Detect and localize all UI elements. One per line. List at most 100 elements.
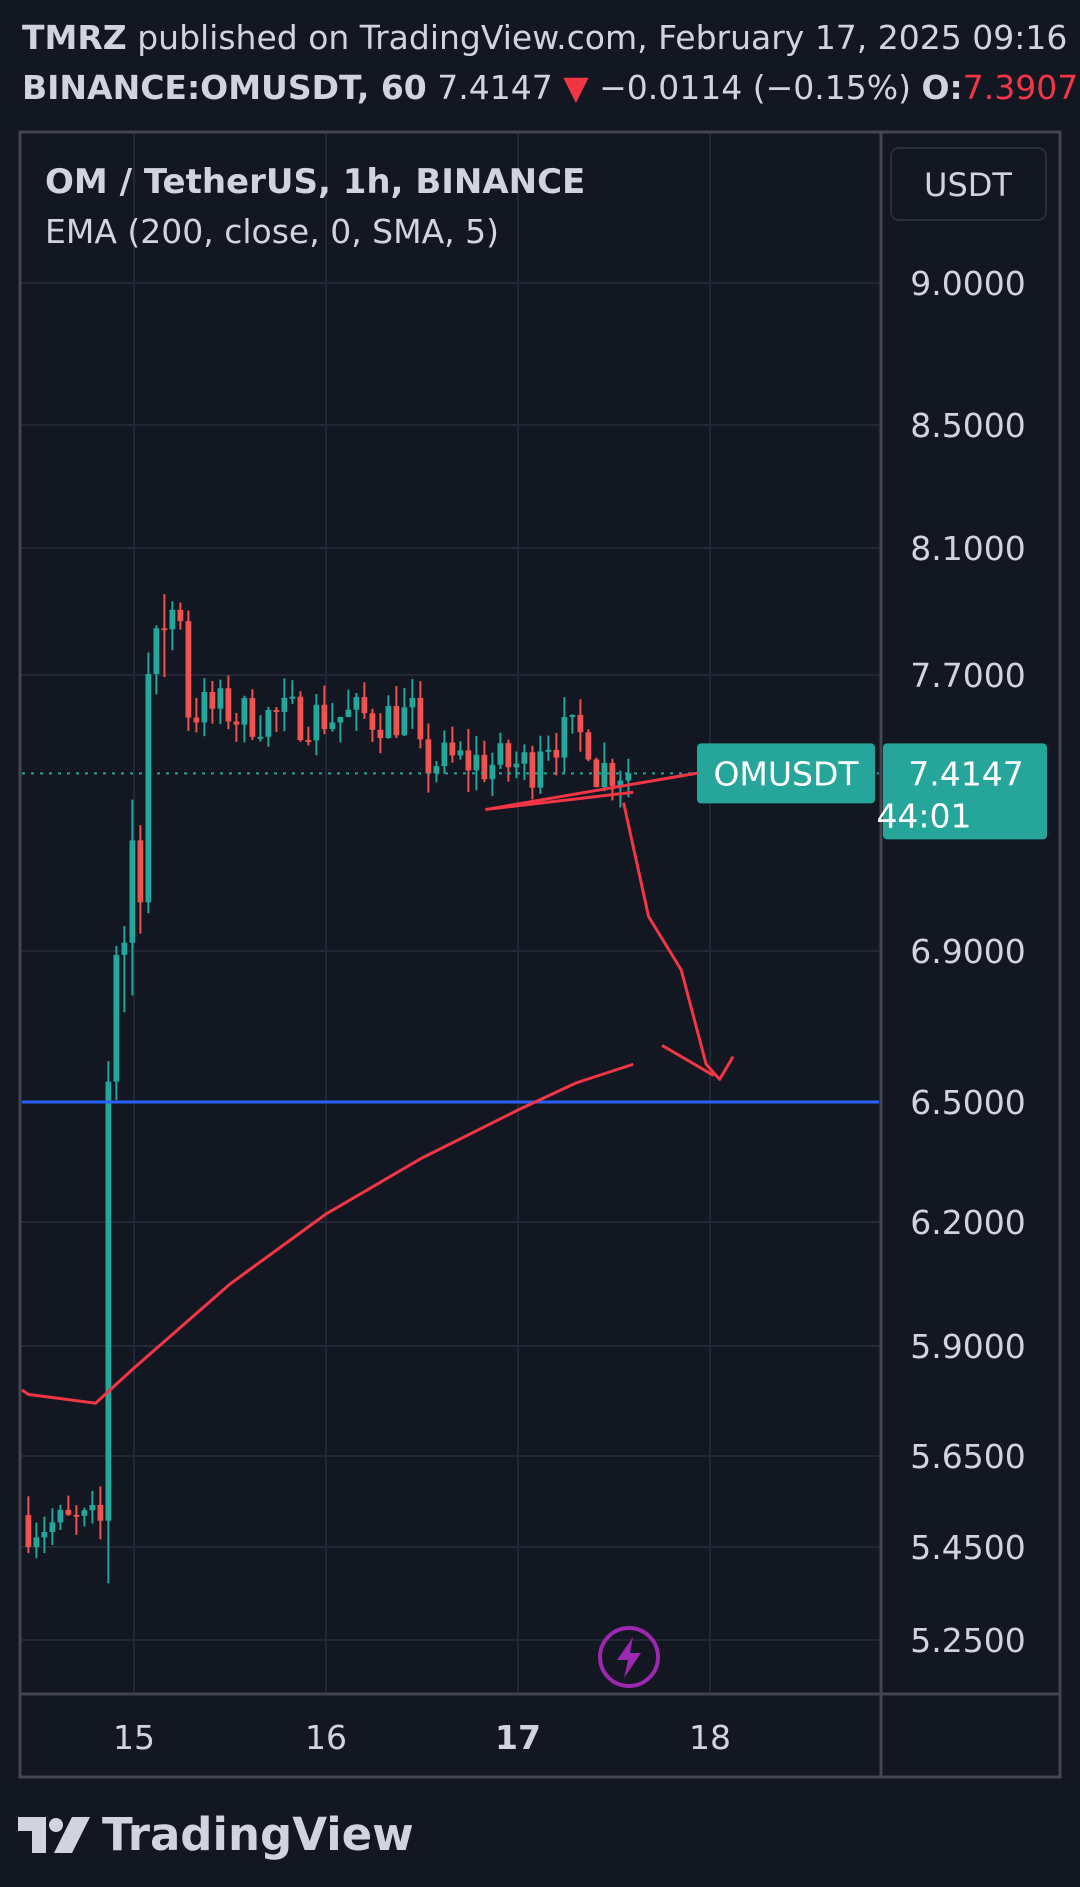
candle-body xyxy=(409,697,416,708)
forecast-arrow xyxy=(622,802,735,1081)
candle-body xyxy=(353,697,360,710)
x-tick-label: 17 xyxy=(495,1718,541,1757)
candle-body xyxy=(337,716,344,723)
currency-box[interactable] xyxy=(890,147,1047,221)
candle-body xyxy=(121,942,128,955)
candle-body xyxy=(161,628,168,631)
candle-body xyxy=(33,1537,40,1547)
candle-body xyxy=(185,621,192,718)
ticker-symbol: BINANCE:OMUSDT, 60 xyxy=(22,68,427,107)
author-name: TMRZ xyxy=(22,18,127,57)
candle-body xyxy=(529,752,536,788)
ticker-price: 7.4147 xyxy=(437,68,553,107)
tradingview-logo: TradingView xyxy=(18,1808,414,1861)
candles xyxy=(25,594,632,1584)
candle-body xyxy=(377,729,384,739)
chart-frame xyxy=(18,130,1062,1779)
price-label: 7.4147 xyxy=(908,754,1023,793)
candle-body xyxy=(521,752,528,764)
x-tick-label: 16 xyxy=(305,1718,347,1757)
y-tick-label: 5.9000 xyxy=(910,1327,1025,1366)
y-tick-label: 6.5000 xyxy=(910,1083,1025,1122)
candle-body xyxy=(209,691,216,709)
candle-body xyxy=(545,749,552,752)
axes: 9.0000 8.5000 8.1000 7.7000 6.9000 6.5000 6.20… xyxy=(113,264,1026,1757)
symbol-label: OMUSDT xyxy=(713,754,859,793)
candle-body xyxy=(449,742,456,756)
candle-body xyxy=(129,840,136,943)
candle-body xyxy=(41,1532,48,1538)
candle-body xyxy=(225,688,232,722)
candle-body xyxy=(313,704,320,741)
candle-body xyxy=(81,1510,88,1516)
symbol-label-bg xyxy=(697,743,875,804)
y-tick-label: 7.7000 xyxy=(910,656,1025,695)
candle-body xyxy=(289,696,296,699)
candle-body xyxy=(273,710,280,713)
candle-body xyxy=(329,722,336,730)
candle-body xyxy=(25,1515,32,1547)
candle-body xyxy=(601,763,608,788)
candle-body xyxy=(105,1081,112,1521)
lightning-icon[interactable] xyxy=(598,1626,660,1688)
candle-body xyxy=(617,780,624,786)
countdown-label: 44:01 xyxy=(876,796,971,835)
candle-body xyxy=(153,628,160,674)
ticker-change: −0.0114 (−0.15%) xyxy=(599,68,911,107)
candle-body xyxy=(345,709,352,717)
candle-body xyxy=(433,766,440,774)
candle-body xyxy=(73,1514,80,1517)
y-tick-label: 5.4500 xyxy=(910,1528,1025,1567)
candle-body xyxy=(425,739,432,774)
candle-body xyxy=(473,754,480,771)
y-tick-label: 8.1000 xyxy=(910,529,1025,568)
candle-body xyxy=(265,710,272,737)
y-tick-label: 6.2000 xyxy=(910,1203,1025,1242)
candle-body xyxy=(297,696,304,741)
candle-body xyxy=(457,750,464,756)
open-label: O: xyxy=(921,68,963,107)
candle-body xyxy=(497,743,504,765)
candle-body xyxy=(417,697,424,740)
candle-body xyxy=(577,714,584,733)
candle-body xyxy=(281,697,288,712)
y-tick-label: 6.9000 xyxy=(910,932,1025,971)
ticker-line: BINANCE:OMUSDT, 60 7.4147 ▼ −0.0114 (−0.… xyxy=(22,68,1078,107)
open-value: 7.3907 xyxy=(962,68,1079,107)
publish-line: TMRZ published on TradingView.com, Febru… xyxy=(22,18,1067,57)
forecast-arrow-head xyxy=(661,1044,715,1077)
candle-body xyxy=(249,698,256,737)
candle-body xyxy=(401,707,408,736)
candle-body xyxy=(609,763,616,786)
candle-body xyxy=(177,609,184,622)
brand-name: TradingView xyxy=(102,1808,414,1861)
candle-body xyxy=(217,688,224,709)
candle-body xyxy=(193,717,200,723)
x-tick-label: 15 xyxy=(113,1718,155,1757)
grid xyxy=(22,134,879,1692)
candle-body xyxy=(513,763,520,768)
candle-body xyxy=(257,736,264,739)
y-tick-label: 9.0000 xyxy=(910,264,1025,303)
price-label-bg xyxy=(883,743,1047,840)
candle-body xyxy=(553,749,560,758)
candle-body xyxy=(361,697,368,714)
y-tick-label: 8.5000 xyxy=(910,406,1025,445)
candle-body xyxy=(89,1504,96,1511)
candle-body xyxy=(137,840,144,903)
candle-body xyxy=(65,1509,72,1515)
currency-label: USDT xyxy=(924,166,1012,204)
candle-body xyxy=(569,714,576,718)
y-tick-label: 5.6500 xyxy=(910,1437,1025,1476)
candle-body xyxy=(305,740,312,743)
publish-text: published on TradingView.com, February 1… xyxy=(137,18,1068,57)
ema-line xyxy=(21,1062,634,1405)
candle-body xyxy=(585,732,592,760)
candle-body xyxy=(481,754,488,780)
trend-line xyxy=(485,770,707,812)
tradingview-logo-icon xyxy=(18,1816,90,1853)
candle-body xyxy=(145,673,152,903)
candle-body xyxy=(465,750,472,771)
